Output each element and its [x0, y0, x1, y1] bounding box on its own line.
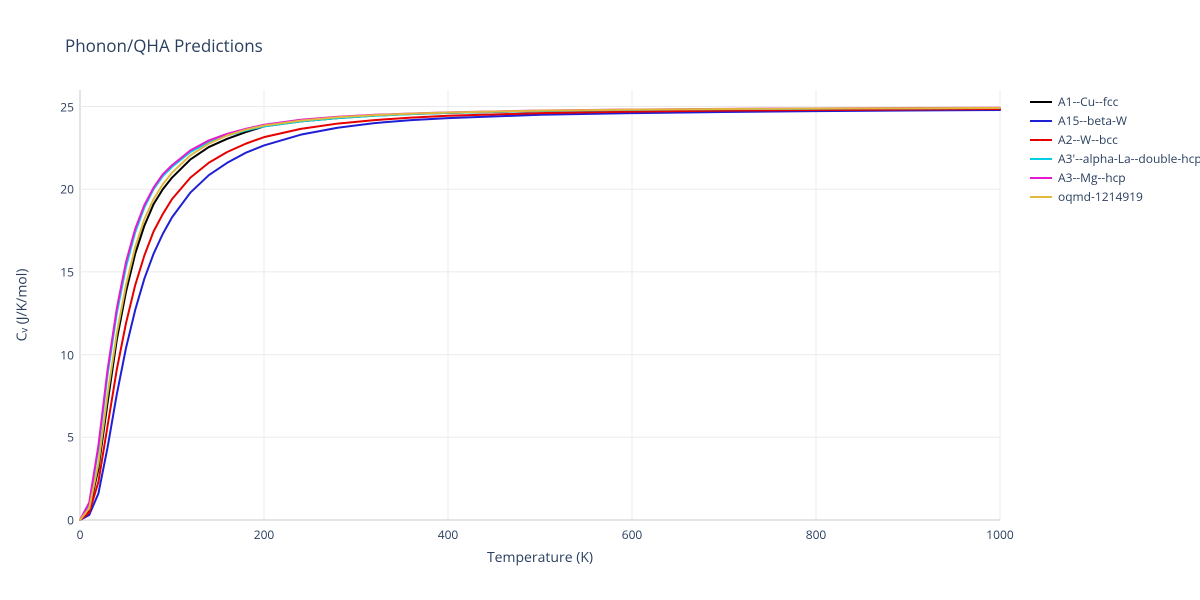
series-line[interactable]	[80, 110, 1000, 520]
legend-label: A15--beta-W	[1058, 112, 1127, 129]
legend-item[interactable]: A15--beta-W	[1030, 111, 1200, 130]
legend-swatch	[1030, 101, 1052, 103]
x-tick-label: 1000	[986, 526, 1013, 543]
legend-swatch	[1030, 139, 1052, 141]
x-tick-label: 600	[622, 526, 643, 543]
series-line[interactable]	[80, 109, 1000, 520]
legend-swatch	[1030, 177, 1052, 179]
y-tick-label: 5	[50, 429, 74, 446]
x-tick-label: 200	[254, 526, 275, 543]
x-tick-label: 400	[438, 526, 459, 543]
y-tick-label: 10	[50, 346, 74, 363]
x-axis-label: Temperature (K)	[80, 548, 1000, 567]
legend-label: A3'--alpha-La--double-hcp	[1058, 150, 1200, 167]
y-tick-label: 20	[50, 181, 74, 198]
chart-title: Phonon/QHA Predictions	[65, 34, 263, 57]
legend-swatch	[1030, 196, 1052, 198]
legend-swatch	[1030, 158, 1052, 160]
y-tick-label: 15	[50, 263, 74, 280]
legend-item[interactable]: oqmd-1214919	[1030, 187, 1200, 206]
x-tick-label: 0	[77, 526, 84, 543]
legend-label: A3--Mg--hcp	[1058, 169, 1126, 186]
legend: A1--Cu--fcc A15--beta-W A2--W--bcc A3'--alp…	[1030, 92, 1200, 206]
legend-item[interactable]: A1--Cu--fcc	[1030, 92, 1200, 111]
legend-label: A1--Cu--fcc	[1058, 93, 1118, 110]
legend-label: oqmd-1214919	[1058, 188, 1143, 205]
legend-item[interactable]: A2--W--bcc	[1030, 130, 1200, 149]
legend-item[interactable]: A3'--alpha-La--double-hcp	[1030, 149, 1200, 168]
y-tick-label: 0	[50, 512, 74, 529]
plot-svg	[80, 90, 1000, 520]
y-tick-label: 25	[50, 98, 74, 115]
x-tick-label: 800	[806, 526, 827, 543]
legend-swatch	[1030, 120, 1052, 122]
legend-item[interactable]: A3--Mg--hcp	[1030, 168, 1200, 187]
legend-label: A2--W--bcc	[1058, 131, 1118, 148]
y-axis-label: Cᵥ (J/K/mol)	[13, 269, 32, 342]
